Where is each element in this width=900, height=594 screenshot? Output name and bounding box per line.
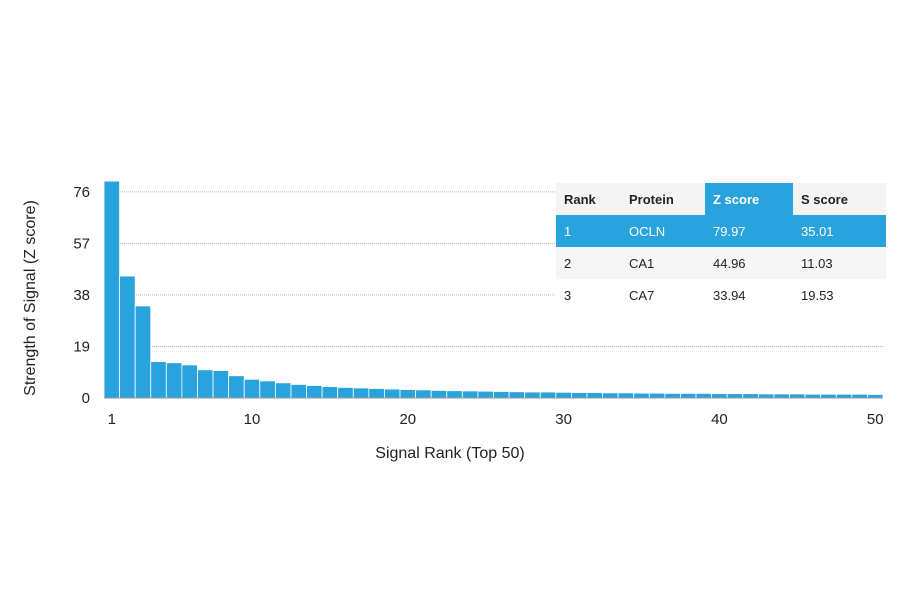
bar	[493, 391, 510, 399]
cell-z-score: 44.96	[705, 247, 793, 279]
bar	[508, 391, 526, 399]
x-tick-label: 30	[555, 411, 572, 428]
bar	[321, 386, 339, 399]
bar	[103, 180, 120, 399]
bar	[773, 393, 790, 399]
bar	[165, 362, 183, 399]
bar	[867, 394, 884, 399]
table-row: 2 CA1 44.96 11.03	[556, 247, 886, 279]
table-row: 1 OCLN 79.97 35.01	[556, 215, 886, 247]
bar	[150, 361, 167, 399]
bar	[711, 393, 728, 399]
bar	[633, 392, 650, 399]
cell-s-score: 35.01	[793, 215, 886, 247]
x-axis-title: Signal Rank (Top 50)	[375, 445, 524, 462]
table-row: 3 CA7 33.94 19.53	[556, 279, 886, 311]
bar	[430, 390, 448, 399]
column-header-s-score: S score	[793, 183, 886, 215]
bar	[680, 392, 697, 399]
bar	[851, 393, 868, 399]
bar	[352, 387, 370, 399]
cell-rank: 1	[556, 215, 621, 247]
cell-s-score: 19.53	[793, 279, 886, 311]
y-tick-label: 38	[73, 287, 90, 304]
bar	[461, 390, 479, 399]
y-tick-label: 76	[73, 184, 90, 201]
bar	[306, 385, 323, 399]
y-tick-label: 19	[73, 338, 90, 355]
bars	[103, 180, 884, 399]
score-table: Rank Protein Z score S score 1 OCLN 79.9…	[556, 183, 886, 311]
bar	[243, 378, 261, 399]
x-tick-labels: 1 10 20 30 40 50	[108, 411, 884, 428]
bar	[134, 305, 152, 399]
bar	[368, 388, 385, 399]
bar	[617, 392, 635, 399]
column-header-rank: Rank	[556, 183, 621, 215]
bar	[571, 392, 588, 399]
bar	[664, 392, 681, 399]
bar	[789, 393, 806, 399]
bar	[197, 369, 214, 399]
cell-z-score: 79.97	[705, 215, 793, 247]
bar	[415, 389, 432, 399]
bar	[835, 393, 853, 399]
x-tick-label: 10	[244, 411, 261, 428]
bar	[757, 393, 775, 399]
cell-s-score: 11.03	[793, 247, 886, 279]
bar	[539, 391, 557, 399]
bar	[586, 392, 603, 399]
cell-protein: CA7	[621, 279, 705, 311]
y-tick-label: 57	[73, 235, 90, 252]
bar	[695, 392, 713, 399]
y-tick-labels: 0 19 38 57 76	[73, 184, 90, 407]
bar	[648, 392, 666, 399]
x-tick-label: 50	[867, 411, 884, 428]
bar	[259, 380, 276, 399]
x-tick-label: 20	[399, 411, 416, 428]
bar	[212, 370, 230, 399]
bar	[384, 388, 401, 399]
bar	[742, 393, 759, 399]
bar	[820, 393, 837, 399]
bar	[399, 389, 416, 399]
y-axis-title: Strength of Signal (Z score)	[22, 200, 39, 396]
cell-rank: 3	[556, 279, 621, 311]
bar	[290, 384, 307, 399]
y-tick-label: 0	[82, 390, 90, 407]
bar	[274, 382, 292, 399]
bar	[119, 275, 136, 399]
bar	[524, 391, 541, 399]
bar	[477, 390, 494, 399]
cell-rank: 2	[556, 247, 621, 279]
cell-protein: CA1	[621, 247, 705, 279]
bar	[446, 390, 463, 399]
x-tick-label: 1	[108, 411, 116, 428]
bar	[602, 392, 619, 399]
column-header-protein: Protein	[621, 183, 705, 215]
bar	[726, 393, 744, 399]
cell-protein: OCLN	[621, 215, 705, 247]
x-tick-label: 40	[711, 411, 728, 428]
table-header-row: Rank Protein Z score S score	[556, 183, 886, 215]
cell-z-score: 33.94	[705, 279, 793, 311]
bar	[555, 391, 572, 399]
bar	[337, 387, 354, 399]
bar	[804, 393, 822, 399]
bar	[228, 375, 245, 399]
column-header-z-score: Z score	[705, 183, 793, 215]
bar	[181, 364, 198, 399]
